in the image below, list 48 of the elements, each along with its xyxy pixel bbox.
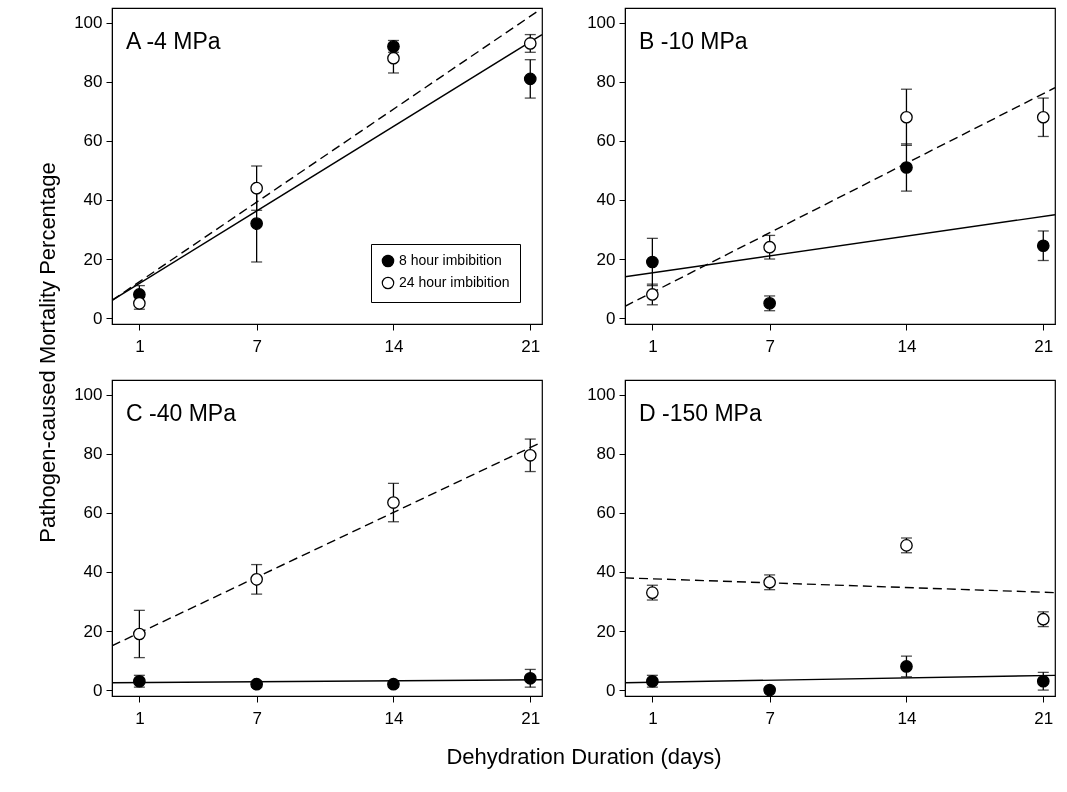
x-tick-label: 7 — [252, 708, 262, 728]
y-tick-label: 40 — [596, 190, 616, 210]
x-tick-label: 21 — [1034, 336, 1054, 356]
x-tick-label: 7 — [765, 708, 775, 728]
y-tick-label: 80 — [83, 444, 103, 464]
x-tick-label: 21 — [1034, 708, 1054, 728]
x-tick-label: 7 — [252, 336, 262, 356]
y-tick-label: 100 — [74, 385, 103, 405]
y-tick-label: 60 — [596, 503, 616, 523]
y-tick-label: 100 — [587, 13, 616, 33]
x-axis-title: Dehydration Duration (days) — [446, 743, 722, 769]
y-tick-label: 60 — [83, 503, 103, 523]
y-tick-label: 40 — [596, 562, 616, 582]
x-tick-label: 1 — [648, 708, 658, 728]
x-tick-label: 21 — [521, 336, 541, 356]
x-tick-label: 7 — [765, 336, 775, 356]
y-axis-title: Pathogen-caused Mortality Percentage — [35, 162, 61, 543]
y-tick-label: 0 — [93, 680, 103, 700]
y-tick-label: 20 — [83, 249, 103, 269]
y-tick-label: 0 — [93, 308, 103, 328]
y-tick-label: 60 — [596, 131, 616, 151]
text: A -4 MPa — [126, 28, 221, 54]
y-tick-label: 20 — [83, 621, 103, 641]
x-tick-label: 21 — [521, 708, 541, 728]
y-tick-label: 40 — [83, 190, 103, 210]
x-tick-label: 14 — [897, 708, 917, 728]
y-tick-label: 100 — [587, 385, 616, 405]
y-tick-label: 80 — [596, 72, 616, 92]
y-tick-label: 0 — [606, 680, 616, 700]
y-tick-label: 60 — [83, 131, 103, 151]
x-tick-label: 1 — [135, 336, 145, 356]
y-tick-label: 0 — [606, 308, 616, 328]
text: B -10 MPa — [639, 28, 748, 54]
x-tick-label: 1 — [648, 336, 658, 356]
x-tick-label: 14 — [384, 336, 404, 356]
x-tick-label: 14 — [897, 336, 917, 356]
y-tick-label: 100 — [74, 13, 103, 33]
y-tick-label: 20 — [596, 249, 616, 269]
text: C -40 MPa — [126, 400, 237, 426]
x-tick-label: 1 — [135, 708, 145, 728]
text: D -150 MPa — [639, 400, 762, 426]
y-tick-label: 80 — [596, 444, 616, 464]
y-tick-label: 20 — [596, 621, 616, 641]
legend-label: 24 hour imbibition — [399, 274, 510, 290]
y-tick-label: 40 — [83, 562, 103, 582]
legend-label: 8 hour imbibition — [399, 252, 502, 268]
x-tick-label: 14 — [384, 708, 404, 728]
y-tick-label: 80 — [83, 72, 103, 92]
